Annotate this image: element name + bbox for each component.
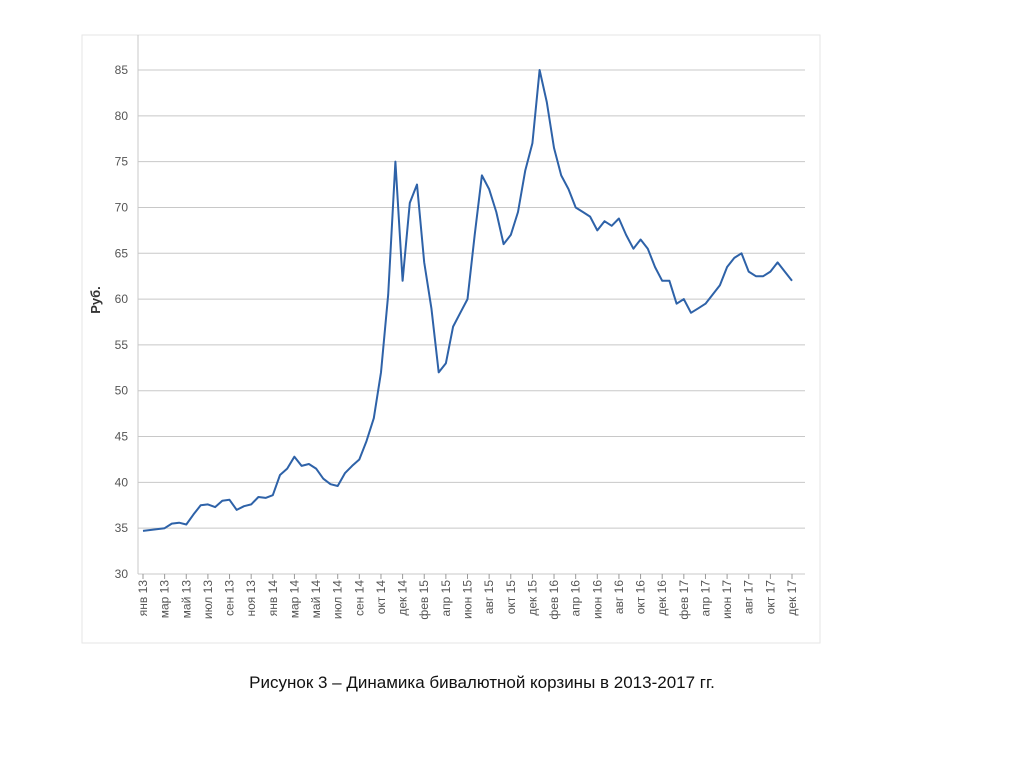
x-tick-label: дек 15	[525, 580, 539, 616]
y-axis-label: Руб.	[88, 286, 103, 314]
x-tick-label: ноя 13	[244, 580, 258, 617]
y-tick-label: 85	[115, 63, 129, 77]
x-tick-label: авг 16	[612, 580, 626, 614]
x-tick-label: авг 17	[742, 580, 756, 614]
y-tick-label: 35	[115, 521, 129, 535]
x-tick-label: фев 17	[677, 580, 691, 620]
y-tick-label: 50	[115, 384, 129, 398]
y-tick-label: 30	[115, 567, 129, 581]
x-tick-label: окт 17	[763, 580, 777, 615]
x-tick-label: окт 14	[374, 580, 388, 615]
x-tick-label: май 14	[309, 580, 323, 619]
x-tick-label: янв 13	[136, 580, 150, 617]
line-series	[142, 69, 793, 532]
x-tick-label: дек 14	[396, 580, 410, 616]
x-tick-label: фев 16	[547, 580, 561, 620]
x-tick-label: мар 13	[158, 580, 172, 619]
y-tick-label: 80	[115, 109, 129, 123]
x-tick-label: сен 14	[352, 580, 366, 616]
x-tick-label: июн 17	[720, 580, 734, 619]
y-tick-label: 40	[115, 475, 129, 489]
x-tick-label: мар 14	[287, 580, 301, 619]
caption: Рисунок 3 – Динамика бивалютной корзины …	[249, 673, 715, 692]
chart-frame	[81, 34, 821, 644]
x-tick-label: окт 16	[634, 580, 648, 615]
x-tick-label: май 13	[179, 580, 193, 619]
x-tick-label: дек 16	[655, 580, 669, 616]
y-tick-label: 75	[115, 155, 129, 169]
x-tick-label: июл 13	[201, 580, 215, 619]
x-tick-label: фев 15	[417, 580, 431, 620]
x-tick-label: июл 14	[331, 580, 345, 619]
x-tick-label: апр 16	[569, 580, 583, 617]
y-tick-label: 70	[115, 200, 129, 214]
x-tick-label: июн 16	[590, 580, 604, 619]
x-tick-label: авг 15	[482, 580, 496, 614]
x-tick-label: апр 17	[698, 580, 712, 617]
x-tick-label: апр 15	[439, 580, 453, 617]
x-tick-label: июн 15	[461, 580, 475, 619]
y-tick-label: 60	[115, 292, 129, 306]
y-tick-label: 45	[115, 430, 129, 444]
y-tick-label: 55	[115, 338, 129, 352]
y-tick-label: 65	[115, 246, 129, 260]
x-tick-label: окт 15	[504, 580, 518, 615]
x-tick-label: сен 13	[223, 580, 237, 616]
x-tick-label: дек 17	[785, 580, 799, 616]
x-tick-label: янв 14	[266, 580, 280, 617]
